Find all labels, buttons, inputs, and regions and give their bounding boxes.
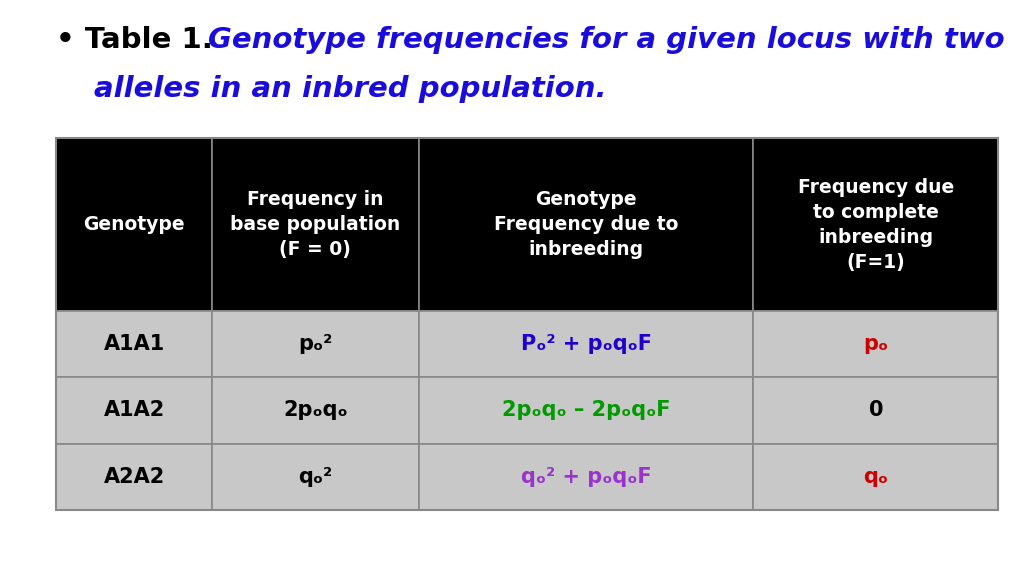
Bar <box>212 138 419 311</box>
Bar <box>754 311 998 377</box>
Text: Pₒ² + pₒqₒF: Pₒ² + pₒqₒF <box>521 334 651 354</box>
Bar <box>419 138 754 311</box>
Text: Genotype: Genotype <box>83 215 185 234</box>
Text: 2pₒqₒ: 2pₒqₒ <box>283 400 348 420</box>
Text: Frequency in
base population
(F = 0): Frequency in base population (F = 0) <box>230 190 400 259</box>
Text: A1A1: A1A1 <box>103 334 165 354</box>
Text: qₒ²: qₒ² <box>298 467 333 487</box>
Text: pₒ²: pₒ² <box>298 334 333 354</box>
Text: pₒ: pₒ <box>863 334 889 354</box>
Text: 0: 0 <box>868 400 883 420</box>
Bar <box>212 311 419 377</box>
Bar <box>419 311 754 377</box>
Bar <box>56 138 998 510</box>
Bar <box>56 311 212 377</box>
Text: A2A2: A2A2 <box>103 467 165 487</box>
Text: Genotype frequencies for a given locus with two: Genotype frequencies for a given locus w… <box>208 26 1005 54</box>
Text: qₒ: qₒ <box>863 467 889 487</box>
Bar <box>212 444 419 510</box>
Text: • Table 1.: • Table 1. <box>56 26 213 54</box>
Bar <box>754 377 998 444</box>
Bar <box>56 138 212 311</box>
Bar <box>419 377 754 444</box>
Text: Genotype
Frequency due to
inbreeding: Genotype Frequency due to inbreeding <box>494 190 679 259</box>
Bar <box>56 377 212 444</box>
Bar <box>56 444 212 510</box>
Text: A1A2: A1A2 <box>103 400 165 420</box>
Bar <box>754 138 998 311</box>
Text: qₒ² + pₒqₒF: qₒ² + pₒqₒF <box>521 467 651 487</box>
Bar <box>754 444 998 510</box>
Bar <box>419 444 754 510</box>
Text: Frequency due
to complete
inbreeding
(F=1): Frequency due to complete inbreeding (F=… <box>798 177 954 272</box>
Text: 2pₒqₒ – 2pₒqₒF: 2pₒqₒ – 2pₒqₒF <box>502 400 671 420</box>
Bar <box>212 377 419 444</box>
Text: alleles in an inbred population.: alleles in an inbred population. <box>94 75 607 103</box>
